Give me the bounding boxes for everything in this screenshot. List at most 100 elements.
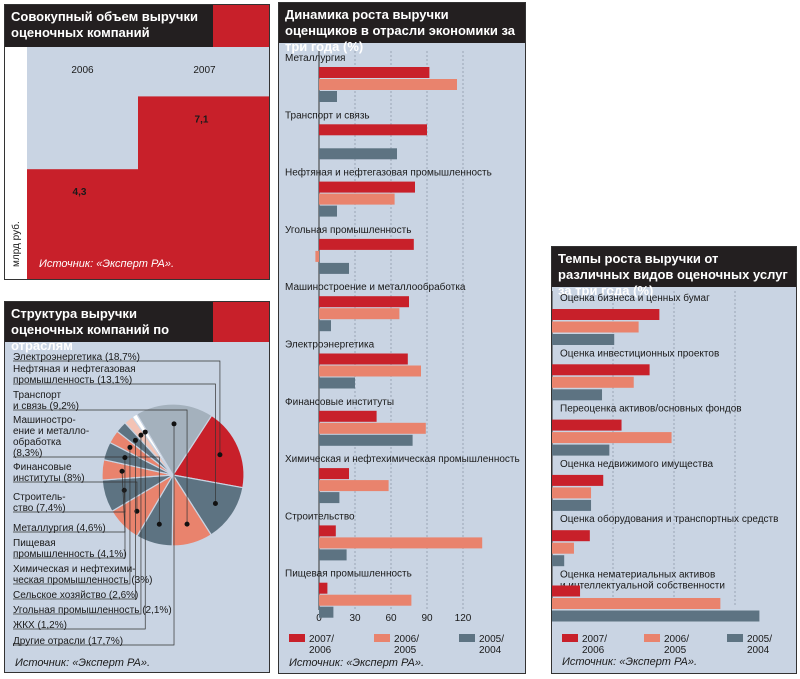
value-label-2006: 4,3 (73, 187, 87, 198)
bar-8-1 (319, 537, 483, 549)
pie-label-3: Машиностро- ение и металло- обработка (8… (13, 415, 90, 459)
bar-8-0 (319, 525, 336, 537)
category-label-0: Металлургия (285, 53, 345, 64)
pie-leader-2 (13, 409, 188, 525)
bar-4-2 (552, 555, 565, 567)
tick-label-3: 90 (421, 613, 433, 624)
pie-dot-8 (127, 444, 133, 450)
bar-1-2 (319, 148, 397, 160)
pie-label-11: ЖКХ (1,2%) (13, 620, 67, 631)
legend-swatch-0 (289, 634, 305, 642)
bar-6-1 (319, 422, 426, 434)
pie-dot-12 (171, 421, 177, 427)
bar-3-0 (319, 238, 414, 250)
bar-3-1 (552, 487, 592, 499)
bar-2006 (27, 169, 138, 279)
pie-dot-11 (142, 429, 148, 435)
services-growth-chart: 50100150Оценка бизнеса и ценных бумагОце… (552, 291, 778, 656)
bar-8-2 (319, 549, 347, 561)
pie-leader-12 (13, 423, 175, 646)
industry-growth-title: Динамика роста выручки оценщиков в отрас… (279, 3, 525, 54)
bar-2-1 (319, 193, 395, 205)
pie-label-12: Другие отрасли (17,7%) (13, 636, 124, 647)
pie-label-4: Финансовые институты (8%) (13, 462, 85, 484)
legend-label-0: 2007/ (582, 634, 607, 645)
legend-swatch-1 (374, 634, 390, 642)
header-accent (213, 302, 269, 342)
pie-label-8: Химическая и нефтехими- ческая промышлен… (13, 564, 153, 586)
pie-leader-8 (13, 447, 131, 585)
bar-4-2 (319, 320, 331, 332)
bar-0-0 (319, 67, 430, 78)
legend-label-1: 2006/ (664, 634, 689, 645)
pie-label-0: Электроэнергетика (18,7%) (13, 352, 140, 363)
pie-dot-7 (122, 455, 128, 461)
bar-2-2 (319, 205, 337, 217)
bar-7-2 (319, 492, 340, 504)
legend-label-0: 2007/ (309, 634, 334, 645)
pie-dot-9 (132, 437, 138, 443)
bar-2-0 (319, 181, 415, 193)
bar-5-0 (319, 353, 408, 365)
y-axis-label: млрд руб. (10, 221, 22, 267)
header-accent (213, 5, 269, 47)
bar-3-0 (552, 474, 604, 486)
pie-label-5: Строитель- ство (7,4%) (13, 492, 66, 514)
bar-0-2 (552, 334, 615, 345)
bar-2-2 (552, 444, 610, 456)
category-label-9: Пищевая промышленность (285, 569, 412, 580)
bar-3-2 (552, 499, 592, 511)
tick-label-1: 30 (349, 613, 361, 624)
bar-2-1 (552, 432, 672, 444)
bar-4-1 (552, 542, 574, 554)
pie-dot-0 (217, 452, 223, 458)
revenue-total-source: Источник: «Эксперт РА». (39, 258, 175, 270)
bar-6-0 (319, 410, 377, 422)
category-label-5-1: и интеллектуальной собственности (560, 580, 725, 592)
legend-label-1: 2006/ (394, 634, 419, 645)
bar-1-0 (552, 364, 650, 376)
industry-growth-chart: 0 30 60 90 120 Металлургия Транспорт и связь Не… (285, 51, 520, 656)
industry-structure-panel: Структура выручки оценочных компаний по … (4, 301, 270, 673)
pie-dot-6 (119, 468, 125, 474)
pie-leader-4 (13, 481, 138, 512)
category-label-7: Химическая и нефтехимическая промышленно… (285, 453, 520, 465)
legend-label-1-1: 2005 (394, 645, 417, 656)
bar-5-2 (319, 377, 355, 389)
category-label-1: Оценка инвестиционных проектов (560, 348, 719, 359)
bar-1-0 (319, 124, 427, 136)
pie-label-10: Угольная промышленность (2,1%) (13, 605, 172, 616)
pie-leader-0 (13, 360, 221, 455)
bar-4-0 (319, 296, 409, 308)
category-label-5: Электроэнергетика (285, 340, 375, 351)
legend-swatch-1 (644, 634, 660, 642)
bar-1-1 (552, 376, 634, 388)
category-label-2: Переоценка активов/основных фондов (560, 403, 742, 415)
category-label-8: Строительство (285, 511, 355, 522)
category-label-5: Оценка нематериальных активов (560, 570, 715, 581)
legend-swatch-0 (562, 634, 578, 642)
bar-4-1 (319, 308, 400, 320)
legend-swatch-2 (727, 634, 743, 642)
legend-label-2: 2005/ (479, 634, 504, 645)
pie-label-9: Сельское хозяйство (2,6%) (13, 590, 139, 601)
pie-leader-3 (13, 456, 160, 525)
pie-leader-9 (13, 440, 136, 600)
bar-3-1 (315, 250, 319, 262)
pie-dot-5 (121, 487, 127, 493)
legend-label-2: 2005/ (747, 634, 772, 645)
industry-structure-title: Структура выручки оценочных компаний по … (5, 302, 215, 353)
bar-0-1 (552, 321, 639, 333)
bar-3-2 (319, 262, 349, 274)
category-label-0: Оценка бизнеса и ценных бумаг (560, 292, 710, 304)
tick-label-4: 120 (455, 613, 472, 624)
bar-0-0 (552, 309, 660, 320)
industry-structure-pie (13, 360, 245, 646)
pie-label-2: Транспорт и связь (9,2%) (13, 390, 80, 412)
legend-label-1-1: 2005 (664, 645, 687, 656)
pie-label-6: Металлургия (4,6%) (13, 523, 106, 534)
pie-dot-3 (156, 521, 162, 527)
bar-9-0 (319, 582, 328, 594)
bar-0-1 (319, 79, 457, 90)
bar-9-1 (319, 594, 412, 606)
